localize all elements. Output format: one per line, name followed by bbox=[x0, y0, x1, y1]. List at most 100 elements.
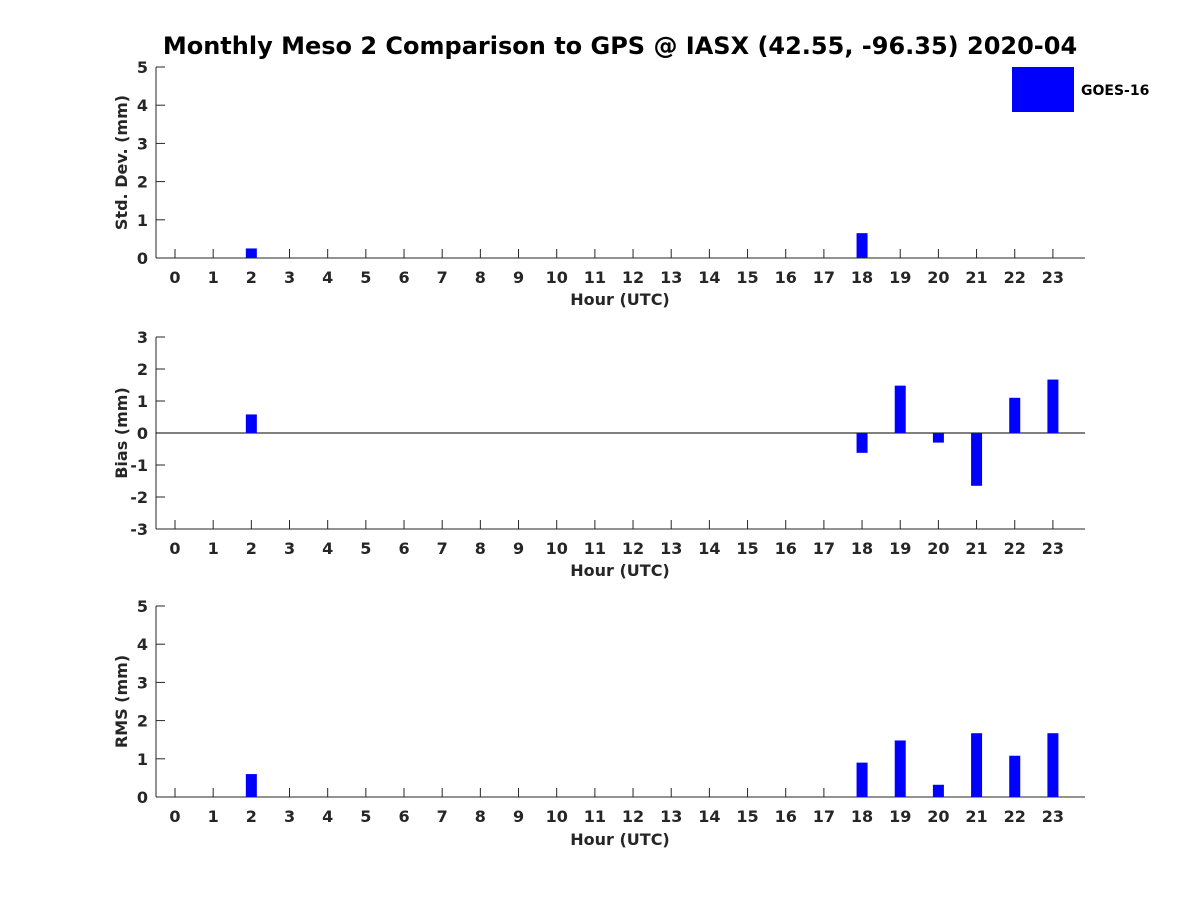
x-tick-label: 20 bbox=[927, 268, 949, 287]
y-axis-label: Std. Dev. (mm) bbox=[112, 95, 131, 230]
x-tick-label: 12 bbox=[622, 539, 644, 558]
x-tick-label: 17 bbox=[813, 807, 835, 826]
x-tick-label: 15 bbox=[736, 268, 758, 287]
y-tick-label: -3 bbox=[130, 520, 148, 539]
bar-hour-18 bbox=[856, 762, 868, 797]
x-tick-label: 19 bbox=[889, 807, 911, 826]
x-tick-label: 18 bbox=[851, 807, 873, 826]
x-tick-label: 6 bbox=[398, 539, 409, 558]
x-tick-label: 6 bbox=[398, 807, 409, 826]
x-tick-label: 2 bbox=[246, 268, 257, 287]
x-tick-label: 13 bbox=[660, 268, 682, 287]
x-tick-label: 6 bbox=[398, 268, 409, 287]
bar-hour-19 bbox=[894, 385, 906, 433]
x-axis-label: Hour (UTC) bbox=[570, 290, 670, 309]
x-tick-label: 9 bbox=[513, 807, 524, 826]
y-tick-label: 1 bbox=[137, 750, 148, 769]
x-tick-label: 16 bbox=[775, 807, 797, 826]
x-tick-label: 15 bbox=[736, 807, 758, 826]
x-tick-label: 7 bbox=[437, 807, 448, 826]
x-tick-label: 13 bbox=[660, 807, 682, 826]
x-tick-label: 22 bbox=[1004, 268, 1026, 287]
x-tick-label: 5 bbox=[360, 539, 371, 558]
y-tick-label: 3 bbox=[137, 134, 148, 153]
bar-hour-21 bbox=[971, 433, 983, 486]
y-tick-label: 2 bbox=[137, 360, 148, 379]
y-tick-label: 0 bbox=[137, 249, 148, 268]
x-tick-label: 13 bbox=[660, 539, 682, 558]
x-axis-label: Hour (UTC) bbox=[570, 561, 670, 580]
x-tick-label: 22 bbox=[1004, 807, 1026, 826]
y-tick-label: 1 bbox=[137, 392, 148, 411]
x-tick-label: 19 bbox=[889, 268, 911, 287]
y-axis-label: RMS (mm) bbox=[112, 655, 131, 748]
x-tick-label: 8 bbox=[475, 539, 486, 558]
bar-hour-2 bbox=[245, 248, 257, 258]
bar-hour-22 bbox=[1009, 755, 1021, 797]
x-tick-label: 14 bbox=[698, 807, 720, 826]
x-tick-label: 1 bbox=[208, 539, 219, 558]
x-tick-label: 0 bbox=[169, 807, 180, 826]
bar-hour-21 bbox=[971, 733, 983, 797]
y-tick-label: 3 bbox=[137, 673, 148, 692]
bar-hour-2 bbox=[245, 414, 257, 433]
legend: GOES-16 bbox=[1012, 67, 1149, 112]
bar-hour-23 bbox=[1047, 733, 1059, 797]
bar-hour-19 bbox=[894, 740, 906, 797]
x-tick-label: 7 bbox=[437, 539, 448, 558]
x-tick-label: 18 bbox=[851, 268, 873, 287]
y-tick-label: -2 bbox=[130, 488, 148, 507]
bar-hour-20 bbox=[932, 784, 944, 797]
x-tick-label: 14 bbox=[698, 268, 720, 287]
x-tick-label: 11 bbox=[584, 807, 606, 826]
x-tick-label: 8 bbox=[475, 807, 486, 826]
x-tick-label: 21 bbox=[965, 807, 987, 826]
x-tick-label: 15 bbox=[736, 539, 758, 558]
y-axis-label: Bias (mm) bbox=[112, 387, 131, 479]
bar-hour-2 bbox=[245, 774, 257, 797]
y-tick-label: 0 bbox=[137, 424, 148, 443]
x-tick-label: 9 bbox=[513, 539, 524, 558]
x-tick-label: 19 bbox=[889, 539, 911, 558]
x-tick-label: 22 bbox=[1004, 539, 1026, 558]
x-tick-label: 12 bbox=[622, 807, 644, 826]
x-tick-label: 21 bbox=[965, 268, 987, 287]
x-tick-label: 20 bbox=[927, 807, 949, 826]
x-tick-label: 3 bbox=[284, 268, 295, 287]
x-tick-label: 7 bbox=[437, 268, 448, 287]
x-tick-label: 23 bbox=[1042, 807, 1064, 826]
y-tick-label: 5 bbox=[137, 597, 148, 616]
x-tick-label: 10 bbox=[546, 268, 568, 287]
x-tick-label: 2 bbox=[246, 807, 257, 826]
x-tick-label: 10 bbox=[546, 807, 568, 826]
x-tick-label: 8 bbox=[475, 268, 486, 287]
x-tick-label: 9 bbox=[513, 268, 524, 287]
y-tick-label: -1 bbox=[130, 456, 148, 475]
x-tick-label: 5 bbox=[360, 807, 371, 826]
x-tick-label: 12 bbox=[622, 268, 644, 287]
y-tick-label: 3 bbox=[137, 328, 148, 347]
legend-label: GOES-16 bbox=[1081, 83, 1149, 99]
x-tick-label: 18 bbox=[851, 539, 873, 558]
bar-hour-23 bbox=[1047, 379, 1059, 433]
x-tick-label: 21 bbox=[965, 539, 987, 558]
y-tick-label: 2 bbox=[137, 712, 148, 731]
x-tick-label: 10 bbox=[546, 539, 568, 558]
x-tick-label: 23 bbox=[1042, 268, 1064, 287]
x-tick-label: 0 bbox=[169, 268, 180, 287]
x-tick-label: 23 bbox=[1042, 539, 1064, 558]
y-tick-label: 4 bbox=[137, 635, 148, 654]
bar-hour-20 bbox=[932, 433, 944, 443]
x-tick-label: 4 bbox=[322, 268, 333, 287]
x-tick-label: 14 bbox=[698, 539, 720, 558]
x-tick-label: 17 bbox=[813, 268, 835, 287]
bar-hour-22 bbox=[1009, 397, 1021, 433]
x-tick-label: 3 bbox=[284, 807, 295, 826]
x-tick-label: 4 bbox=[322, 539, 333, 558]
legend-swatch bbox=[1012, 67, 1074, 112]
